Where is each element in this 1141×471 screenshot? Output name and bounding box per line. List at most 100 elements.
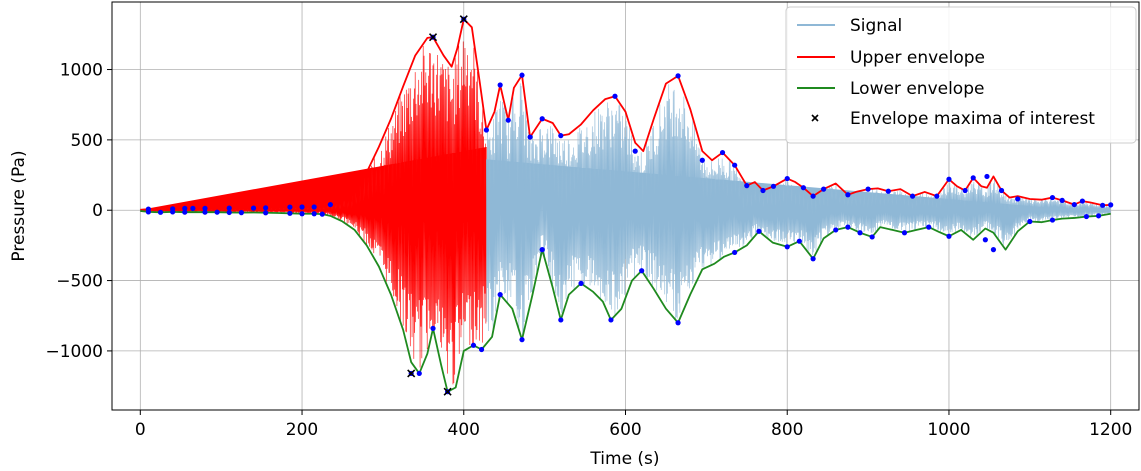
lower-envelope-extremum-point: [416, 370, 422, 377]
lower-envelope-extremum-point: [732, 249, 738, 256]
marker-stroke: [459, 15, 468, 24]
upper-envelope-extremum-point: [1015, 196, 1021, 202]
lower-envelope-extremum-point: [990, 247, 997, 253]
upper-envelope-extremum-point: [909, 193, 916, 199]
lower-envelope-extremum-point: [857, 230, 863, 236]
upper-envelope-extremum-point: [719, 149, 726, 156]
upper-envelope-extremum-point: [1079, 198, 1085, 204]
upper-envelope-extremum-point: [800, 185, 807, 191]
lower-envelope-extremum-point: [226, 209, 232, 216]
x-tick-label: 400: [448, 420, 480, 440]
upper-envelope-extremum-point: [327, 201, 333, 208]
y-tick-label: −1000: [45, 342, 103, 362]
lower-envelope-extremum-point: [639, 268, 645, 274]
lower-envelope-extremum-point: [539, 247, 545, 253]
upper-envelope-extremum-point: [744, 183, 750, 189]
lower-envelope-extremum-point: [478, 346, 485, 353]
marker-stroke: [407, 369, 416, 378]
lower-envelope-extremum-point: [519, 337, 525, 343]
upper-envelope-extremum-point: [1049, 194, 1056, 201]
legend: Signal Upper envelope Lower envelope Env…: [785, 6, 1137, 144]
lower-envelope-extremum-point: [756, 228, 762, 234]
lower-envelope-extremum-point: [1083, 213, 1090, 220]
upper-envelope-extremum-point: [810, 193, 816, 199]
lower-envelope-extremum-point: [214, 209, 220, 215]
lower-envelope-extremum-point: [202, 209, 208, 215]
upper-envelope-extremum-point: [934, 193, 940, 199]
upper-envelope-extremum-point: [1108, 202, 1114, 208]
lower-envelope-extremum-point: [608, 317, 614, 323]
lower-envelope-extremum-point: [946, 233, 952, 239]
y-tick-label: 0: [92, 201, 103, 221]
upper-envelope-extremum-point: [1071, 201, 1077, 208]
upper-envelope-extremum-point: [226, 205, 232, 211]
lower-envelope-extremum-point: [238, 210, 244, 216]
lower-envelope-extremum-point: [982, 237, 988, 243]
lower-envelope-extremum-point: [157, 209, 164, 215]
upper-envelope-extremum-point: [250, 205, 257, 211]
signal-line: [486, 83, 1111, 338]
upper-envelope-extremum-point: [760, 187, 766, 194]
upper-envelope-extremum-point: [770, 183, 777, 189]
y-tick-label: 1000: [60, 61, 103, 81]
upper-envelope-extremum-point: [998, 187, 1005, 194]
upper-envelope-extremum-point: [699, 157, 705, 163]
upper-envelope-extremum-point: [483, 127, 490, 133]
lower-envelope-extremum-point: [926, 224, 932, 230]
upper-envelope-extremum-point: [182, 205, 188, 211]
marker-stroke: [428, 33, 438, 42]
upper-envelope-extremum-point: [784, 175, 790, 182]
upper-envelope-extremum-point: [287, 204, 293, 210]
upper-envelope-extremum-point: [984, 173, 990, 180]
legend-label-lower-envelope: Lower envelope: [850, 79, 984, 99]
x-tick-label: 1200: [1089, 420, 1132, 440]
upper-envelope-extremum-point: [263, 205, 269, 211]
lower-envelope-extremum-point: [1027, 218, 1033, 225]
upper-envelope-extremum-point: [732, 162, 738, 168]
upper-envelope-extremum-point: [519, 72, 525, 78]
upper-envelope-extremum-point: [865, 186, 871, 192]
lower-envelope-extremum-point: [497, 292, 503, 298]
upper-envelope-extremum-point: [970, 175, 976, 181]
x-tick-label: 600: [609, 420, 641, 440]
legend-label-maxima: Envelope maxima of interest: [850, 109, 1095, 129]
upper-envelope-extremum-point: [190, 205, 196, 211]
upper-envelope-extremum-point: [885, 188, 891, 194]
envelope-maxima-marker: [443, 387, 452, 396]
upper-envelope-extremum-point: [675, 73, 681, 79]
plot-area: [140, 15, 1114, 396]
lower-envelope-extremum-point: [578, 280, 584, 286]
y-tick-label: 500: [71, 131, 103, 151]
lower-envelope-extremum-point: [1049, 217, 1056, 223]
x-tick-label: 800: [771, 420, 803, 440]
upper-envelope-extremum-point: [539, 116, 545, 122]
lower-envelope-extremum-point: [470, 342, 477, 348]
lower-envelope-extremum-point: [833, 227, 839, 233]
upper-envelope-extremum-point: [202, 205, 208, 211]
upper-envelope-extremum-point: [558, 133, 564, 139]
envelope-maxima-marker: [407, 369, 416, 378]
upper-envelope-extremum-point: [527, 134, 533, 140]
legend-swatch-maxima: [811, 114, 819, 122]
lower-envelope-extremum-point: [901, 230, 908, 236]
legend-label-signal: Signal: [850, 16, 902, 36]
x-tick-label: 1000: [927, 420, 970, 440]
x-axis-title: Time (s): [589, 449, 659, 469]
lower-envelope-extremum-point: [170, 209, 176, 215]
marker-stroke: [443, 387, 452, 396]
y-axis-title: Pressure (Pa): [9, 150, 29, 261]
legend-box: [785, 6, 1137, 144]
x-tick-label: 0: [135, 420, 146, 440]
envelope-maxima-marker: [428, 33, 438, 42]
upper-envelope-extremum-point: [311, 204, 317, 210]
lower-envelope-extremum-point: [796, 238, 802, 244]
legend-label-upper-envelope: Upper envelope: [850, 48, 985, 68]
upper-envelope-extremum-point: [1059, 197, 1065, 203]
lower-envelope-extremum-point: [263, 210, 269, 216]
lower-envelope-extremum-point: [299, 211, 305, 217]
lower-envelope-extremum-point: [145, 209, 151, 215]
upper-envelope-extremum-point: [612, 93, 618, 99]
upper-envelope-extremum-point: [1100, 202, 1106, 208]
lower-envelope-extremum-point: [784, 244, 790, 250]
